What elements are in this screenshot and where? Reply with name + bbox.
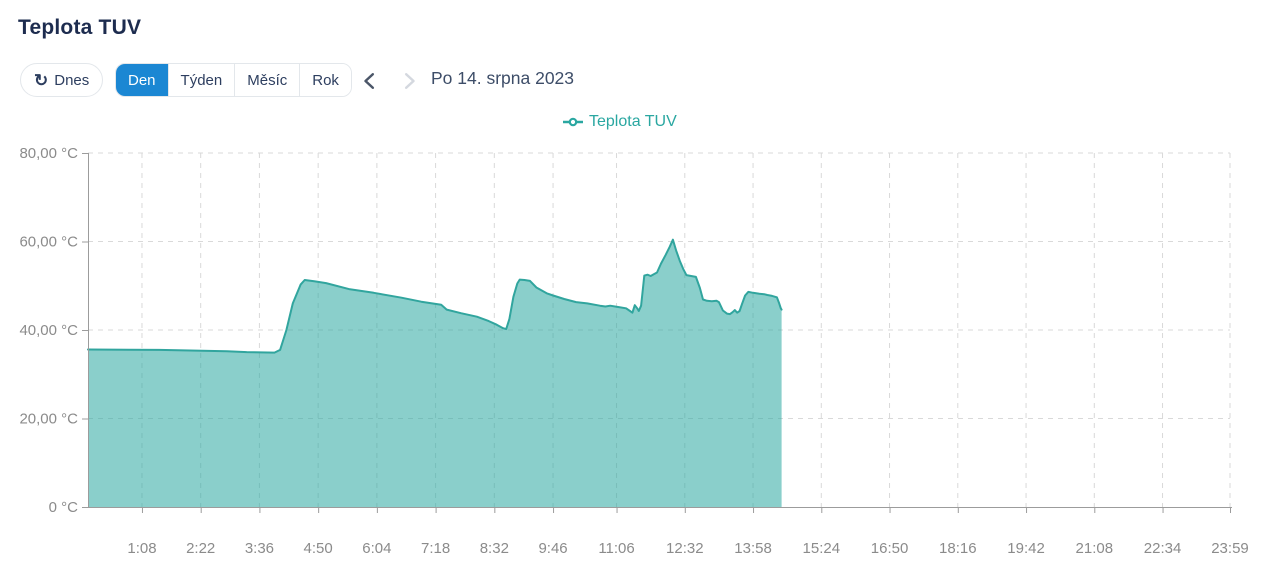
legend-label: Teplota TUV: [589, 113, 677, 130]
svg-text:23:59: 23:59: [1211, 540, 1249, 557]
svg-text:40,00 °C: 40,00 °C: [19, 322, 78, 339]
next-day-button[interactable]: [396, 68, 422, 94]
chevron-left-icon: [364, 73, 375, 89]
svg-text:80,00 °C: 80,00 °C: [19, 145, 78, 162]
toolbar: ↻ Dnes Den Týden Měsíc Rok Po 14. srpna …: [0, 63, 1261, 97]
legend-item-teplota-tuv[interactable]: Teplota TUV: [563, 113, 677, 131]
svg-text:21:08: 21:08: [1076, 540, 1114, 557]
today-button-label: Dnes: [54, 71, 90, 89]
svg-text:20,00 °C: 20,00 °C: [19, 411, 78, 428]
svg-text:0 °C: 0 °C: [49, 499, 79, 516]
svg-text:2:22: 2:22: [186, 540, 215, 557]
svg-text:6:04: 6:04: [362, 540, 391, 557]
svg-text:16:50: 16:50: [871, 540, 909, 557]
svg-text:9:46: 9:46: [538, 540, 567, 557]
range-button-tyden[interactable]: Týden: [167, 64, 235, 96]
previous-day-button[interactable]: [357, 68, 383, 94]
svg-text:18:16: 18:16: [939, 540, 977, 557]
svg-text:8:32: 8:32: [480, 540, 509, 557]
svg-text:3:36: 3:36: [245, 540, 274, 557]
svg-text:4:50: 4:50: [304, 540, 333, 557]
svg-text:15:24: 15:24: [803, 540, 841, 557]
range-button-mesic[interactable]: Měsíc: [234, 64, 300, 96]
svg-text:7:18: 7:18: [421, 540, 450, 557]
svg-text:11:06: 11:06: [598, 540, 634, 557]
range-button-group: Den Týden Měsíc Rok: [115, 63, 352, 97]
svg-text:19:42: 19:42: [1007, 540, 1045, 557]
range-button-rok[interactable]: Rok: [299, 64, 351, 96]
svg-text:12:32: 12:32: [666, 540, 704, 557]
refresh-icon: ↻: [34, 70, 49, 90]
range-button-den[interactable]: Den: [116, 64, 168, 96]
svg-text:22:34: 22:34: [1144, 540, 1182, 557]
date-label: Po 14. srpna 2023: [431, 68, 575, 88]
page-title: Teplota TUV: [18, 16, 142, 39]
svg-text:1:08: 1:08: [127, 540, 156, 557]
chevron-right-icon: [404, 73, 415, 89]
svg-text:60,00 °C: 60,00 °C: [19, 234, 78, 251]
legend-line-marker-icon: [563, 117, 583, 127]
today-button[interactable]: ↻ Dnes: [20, 63, 104, 97]
svg-text:13:58: 13:58: [734, 540, 772, 557]
